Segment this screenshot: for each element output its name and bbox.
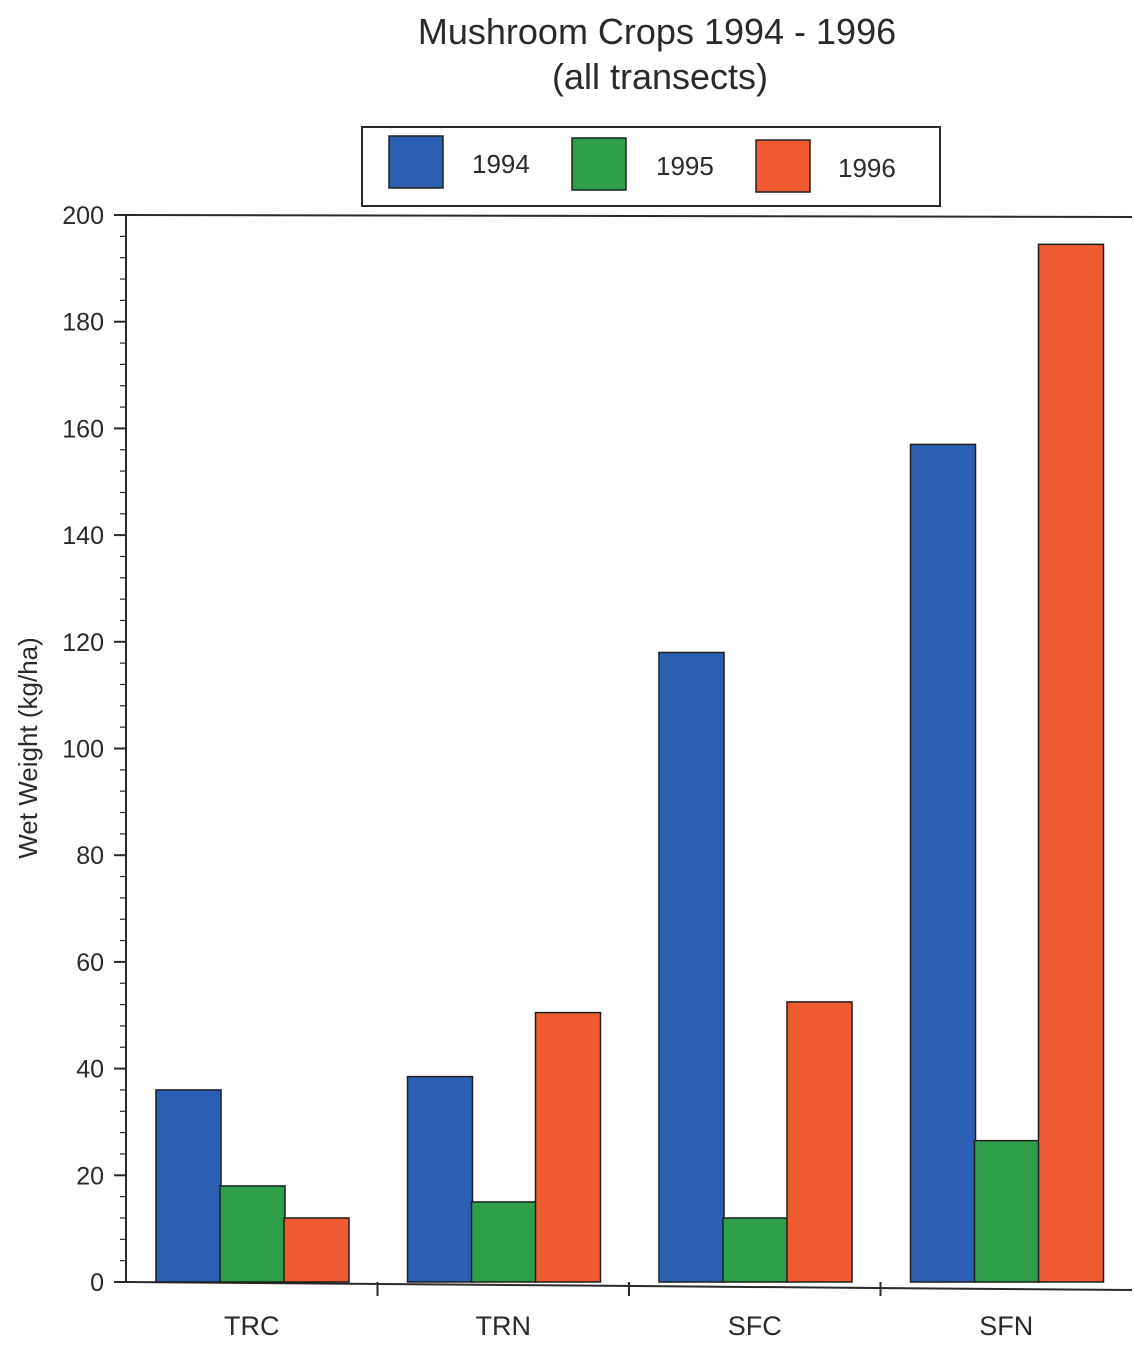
bar-trc-1995 — [219, 1185, 286, 1283]
bar-sfc-1994 — [658, 651, 725, 1283]
y-tick-label: 80 — [76, 842, 104, 870]
bar-trn-1994 — [406, 1075, 474, 1283]
legend-swatch-1995 — [571, 137, 627, 191]
legend-swatch-1996 — [755, 139, 811, 193]
bar-trn-1995 — [470, 1201, 538, 1283]
bar-sfc-1995 — [722, 1217, 789, 1283]
bar-sfn-1995 — [973, 1139, 1041, 1283]
legend-label-1994: 1994 — [472, 149, 530, 179]
y-tick-label: 120 — [62, 629, 104, 657]
y-tick-label: 0 — [90, 1269, 104, 1297]
plot-area: 0 20 40 60 80 100 120 140 160 180 200 TRC TRN SFC SFN — [62, 202, 1133, 1341]
legend-label-1995: 1995 — [656, 151, 714, 181]
bar-trc-1996 — [283, 1217, 350, 1283]
plot-frame-top — [125, 214, 1133, 218]
x-category-label: SFN — [979, 1311, 1033, 1341]
bar-sfn-1996 — [1037, 243, 1105, 1283]
bar-sfn-1994 — [909, 443, 977, 1283]
y-axis-title: Wet Weight (kg/ha) — [13, 637, 43, 859]
y-tick-label: 20 — [76, 1162, 104, 1190]
legend-label-1996: 1996 — [838, 153, 896, 183]
chart-title: Mushroom Crops 1994 - 1996 — [418, 11, 896, 52]
y-tick-label: 40 — [76, 1056, 104, 1084]
y-tick-label: 60 — [76, 949, 104, 977]
y-tick-label: 100 — [62, 736, 104, 764]
legend-swatch-1994 — [388, 135, 444, 189]
chart-subtitle: (all transects) — [552, 56, 768, 97]
x-category-label: TRC — [224, 1311, 280, 1341]
y-tick-label: 160 — [62, 415, 104, 443]
y-tick-label: 140 — [62, 522, 104, 550]
legend: 1994 1995 1996 — [361, 126, 941, 207]
x-category-label: SFC — [728, 1311, 782, 1341]
y-tick-label: 200 — [62, 202, 104, 230]
bar-trn-1996 — [534, 1011, 602, 1283]
x-category-label: TRN — [476, 1311, 532, 1341]
bar-sfc-1996 — [786, 1001, 853, 1283]
y-tick-label: 180 — [62, 309, 104, 337]
legend-box — [361, 126, 941, 207]
bar-trc-1994 — [155, 1089, 222, 1283]
